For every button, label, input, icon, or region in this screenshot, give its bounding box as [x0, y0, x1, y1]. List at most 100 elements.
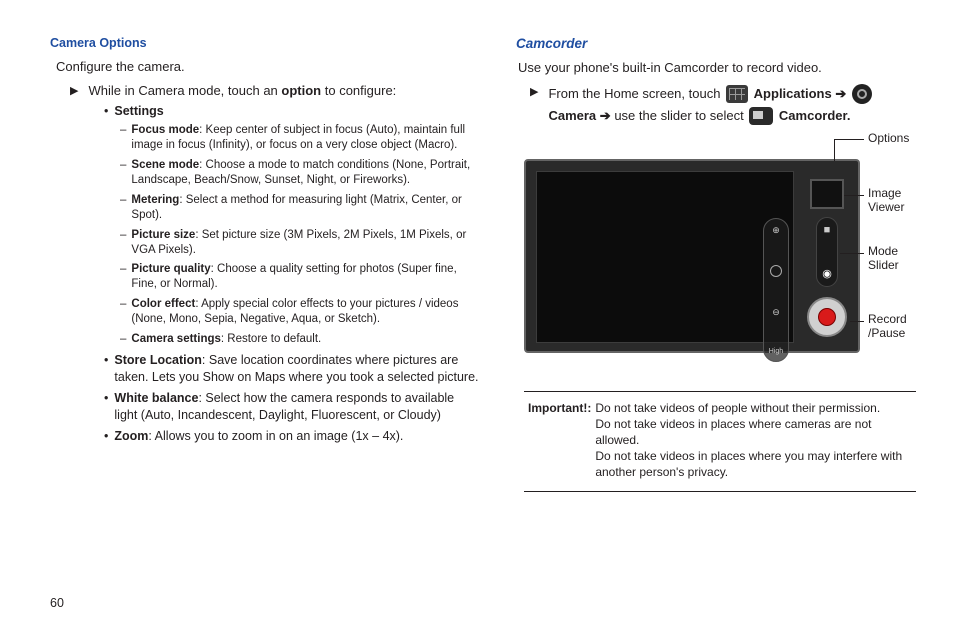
- heading-camcorder: Camcorder: [516, 36, 916, 51]
- bullet-dot: •: [104, 428, 108, 445]
- dash-icon: –: [120, 193, 126, 223]
- dash-icon: –: [120, 123, 126, 153]
- item-focus-mode: – Focus mode: Keep center of subject in …: [120, 123, 480, 153]
- camcorder-body: ⊕ ⊖ High ■ ◉: [524, 159, 860, 353]
- camcorder-sidebar: ■ ◉: [802, 179, 852, 343]
- left-column: Camera Options Configure the camera. ▶ W…: [50, 36, 480, 492]
- arrow-right-icon: ➔: [600, 108, 611, 123]
- txt: : Restore to default.: [221, 333, 321, 345]
- camcorder-screen: ⊕ ⊖ High: [536, 171, 794, 343]
- item-scene-mode: – Scene mode: Choose a mode to match con…: [120, 158, 480, 188]
- camcorder-icon: [749, 107, 773, 125]
- lbl: Picture size: [131, 229, 195, 241]
- record-button: [807, 297, 847, 337]
- mode-slider: ■ ◉: [816, 217, 838, 287]
- page-number: 60: [50, 596, 64, 610]
- lbl: Focus mode: [131, 124, 199, 136]
- apps-label: Applications: [754, 86, 832, 101]
- arrow-icon: ▶: [70, 84, 78, 100]
- item-text: Color effect: Apply special color effect…: [131, 297, 480, 327]
- callout-options: Options: [868, 132, 909, 146]
- item-color-effect: – Color effect: Apply special color effe…: [120, 297, 480, 327]
- step-text: From the Home screen, touch Applications…: [548, 83, 916, 127]
- dash-icon: –: [120, 297, 126, 327]
- zoom-handle: [770, 265, 782, 277]
- item-metering: – Metering: Select a method for measurin…: [120, 193, 480, 223]
- record-dot-icon: [818, 308, 836, 326]
- txt: /Pause: [868, 326, 905, 340]
- txt: Do not take videos in places where camer…: [595, 417, 871, 447]
- bullet-white-balance: • White balance: Select how the camera r…: [104, 390, 480, 424]
- item-text: Zoom: Allows you to zoom in on an image …: [114, 428, 403, 445]
- arrow-right-icon: ➔: [835, 86, 850, 101]
- item-picture-size: – Picture size: Set picture size (3M Pix…: [120, 228, 480, 258]
- leader-line: [840, 253, 864, 254]
- txt: While in Camera mode, touch an: [88, 83, 281, 98]
- item-text: Store Location: Save location coordinate…: [114, 352, 480, 386]
- camcorder-intro: Use your phone's built-in Camcorder to r…: [518, 59, 916, 77]
- zoom-minus-icon: ⊖: [772, 307, 780, 318]
- important-label: Important!:: [528, 400, 591, 481]
- item-text: Metering: Select a method for measuring …: [131, 193, 480, 223]
- bullet-store-location: • Store Location: Save location coordina…: [104, 352, 480, 386]
- txt: Do not take videos of people without the…: [595, 401, 880, 415]
- txt: Do not take videos in places where you m…: [595, 449, 902, 479]
- config-step: ▶ While in Camera mode, touch an option …: [70, 82, 480, 100]
- bullet-zoom: • Zoom: Allows you to zoom in on an imag…: [104, 428, 480, 445]
- dash-icon: –: [120, 262, 126, 292]
- txt: Camcorder: [779, 108, 847, 123]
- item-text: Camera settings: Restore to default.: [131, 332, 321, 347]
- txt: Mode: [868, 244, 898, 258]
- important-text: Do not take videos of people without the…: [595, 400, 912, 481]
- config-step-text: While in Camera mode, touch an option to…: [88, 82, 396, 100]
- bullet-dot: •: [104, 352, 108, 386]
- zoom-strip: ⊕ ⊖ High: [763, 218, 789, 362]
- callout-mode-slider: Mode Slider: [868, 245, 899, 273]
- heading-camera-options: Camera Options: [50, 36, 480, 50]
- settings-label: Settings: [114, 103, 163, 120]
- intro-text: Configure the camera.: [56, 58, 480, 76]
- important-row: Important!: Do not take videos of people…: [528, 400, 912, 481]
- leader-line: [850, 321, 864, 322]
- lbl: Store Location: [114, 353, 202, 367]
- bullet-dot: •: [104, 103, 108, 120]
- important-box: Important!: Do not take videos of people…: [524, 391, 916, 492]
- camcorder-figure: ⊕ ⊖ High ■ ◉: [524, 135, 916, 375]
- item-picture-quality: – Picture quality: Choose a quality sett…: [120, 262, 480, 292]
- item-camera-settings: – Camera settings: Restore to default.: [120, 332, 480, 347]
- right-column: Camcorder Use your phone's built-in Camc…: [516, 36, 916, 492]
- lbl: Scene mode: [131, 159, 199, 171]
- bullet-dot: •: [104, 390, 108, 424]
- txt: Image: [868, 186, 901, 200]
- zoom-plus-icon: ⊕: [772, 225, 780, 236]
- txt: to configure:: [321, 83, 396, 98]
- lbl: Color effect: [131, 298, 195, 310]
- bullet-settings: • Settings: [104, 103, 480, 120]
- leader-line: [844, 195, 864, 196]
- txt-bold: option: [281, 83, 321, 98]
- callout-record-pause: Record /Pause: [868, 313, 907, 341]
- item-text: Scene mode: Choose a mode to match condi…: [131, 158, 480, 188]
- txt: Record: [868, 312, 907, 326]
- txt: : Select a method for measuring light (M…: [131, 194, 461, 221]
- photo-mode-icon: ◉: [822, 267, 832, 280]
- dash-icon: –: [120, 158, 126, 188]
- image-viewer-thumb: [810, 179, 844, 209]
- callout-image-viewer: Image Viewer: [868, 187, 904, 215]
- lbl: Metering: [131, 194, 179, 206]
- arrow-icon: ▶: [530, 85, 538, 127]
- txt: : Allows you to zoom in on an image (1x …: [148, 429, 403, 443]
- camera-icon: [852, 84, 872, 104]
- leader-line: [834, 139, 835, 161]
- camcorder-label: Camcorder.: [779, 108, 851, 123]
- txt: Slider: [868, 258, 899, 272]
- lbl: Picture quality: [131, 263, 210, 275]
- item-text: Focus mode: Keep center of subject in fo…: [131, 123, 480, 153]
- camcorder-step: ▶ From the Home screen, touch Applicatio…: [530, 83, 916, 127]
- txt: use the slider to select: [614, 108, 747, 123]
- txt: Viewer: [868, 200, 904, 214]
- item-text: Picture size: Set picture size (3M Pixel…: [131, 228, 480, 258]
- lbl: Camera settings: [131, 333, 220, 345]
- item-text: Picture quality: Choose a quality settin…: [131, 262, 480, 292]
- lbl: White balance: [114, 391, 198, 405]
